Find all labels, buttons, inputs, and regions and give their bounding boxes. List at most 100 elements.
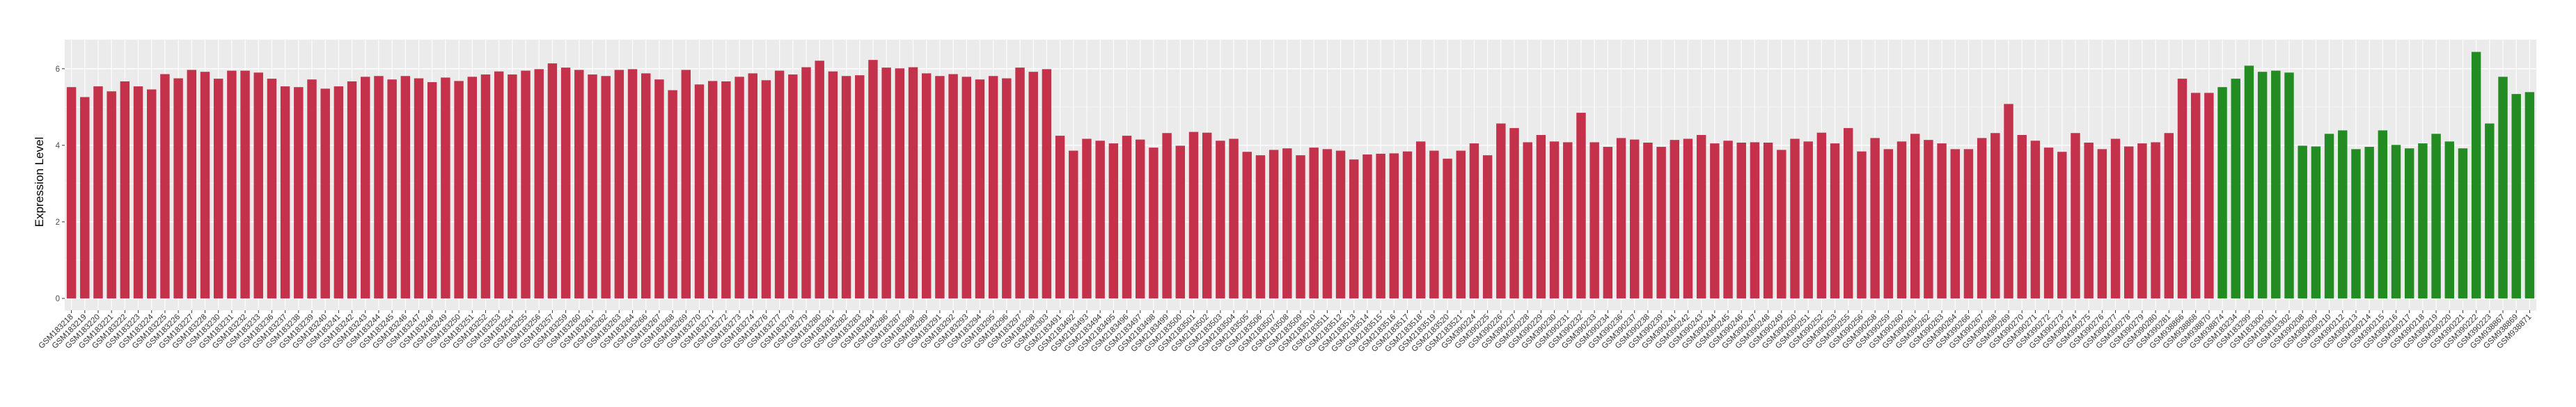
bar-GSM183299 xyxy=(2244,65,2254,298)
bar-GSM2183508 xyxy=(1282,148,1292,298)
bar-GSM183233 xyxy=(253,72,263,298)
bar-GSM183228 xyxy=(200,72,210,298)
bar-GSM390233 xyxy=(1589,142,1599,298)
bar-GSM183296 xyxy=(1002,78,1012,298)
bar-GSM183292 xyxy=(948,74,958,298)
bar-GSM2183493 xyxy=(1082,138,1092,298)
bar-GSM390259 xyxy=(1883,149,1894,298)
bar-GSM2183517 xyxy=(1402,151,1413,298)
bar-GSM183222 xyxy=(120,81,130,298)
bar-GSM183244 xyxy=(374,76,384,298)
bar-GSM183303 xyxy=(1042,69,1052,298)
bar-GSM390261 xyxy=(1910,134,1920,298)
bar-GSM183256 xyxy=(534,69,544,298)
bar-GSM390236 xyxy=(1616,138,1626,298)
bar-GSM390245 xyxy=(1723,141,1733,298)
bar-GSM2183503 xyxy=(1216,141,1225,298)
bar-GSM390243 xyxy=(1696,135,1706,298)
bar-GSM183236 xyxy=(267,79,277,298)
bar-GSM183218 xyxy=(66,87,77,298)
bar-GSM390275 xyxy=(2084,143,2094,298)
bar-GSM390218 xyxy=(2418,143,2428,298)
bar-GSM183284 xyxy=(868,60,878,298)
bar-GSM183227 xyxy=(187,70,197,298)
bar-GSM390277 xyxy=(2110,138,2121,298)
bar-GSM183301 xyxy=(2271,70,2281,298)
bar-GSM183248 xyxy=(427,82,437,298)
bar-GSM183294 xyxy=(975,79,985,298)
bar-GSM183279 xyxy=(801,67,811,298)
bar-GSM183267 xyxy=(654,79,664,298)
bar-GSM183283 xyxy=(855,75,865,298)
bar-GSM390256 xyxy=(1857,151,1867,298)
bar-GSM183237 xyxy=(280,86,290,298)
bar-GSM390234 xyxy=(1603,147,1613,298)
bar-GSM183281 xyxy=(828,71,838,298)
bar-GSM183249 xyxy=(441,77,450,298)
bar-GSM183226 xyxy=(173,78,183,298)
bar-GSM183246 xyxy=(400,76,411,298)
bar-GSM390280 xyxy=(2151,142,2160,298)
bar-GSM390232 xyxy=(1576,113,1586,298)
bar-GSM390255 xyxy=(1844,128,1853,298)
bar-GSM183257 xyxy=(547,63,558,298)
bar-GSM390269 xyxy=(2004,104,2013,298)
y-tick-label: 0 xyxy=(56,295,60,303)
bar-GSM183225 xyxy=(160,74,170,298)
bar-GSM2183498 xyxy=(1149,147,1159,298)
bar-GSM390252 xyxy=(1816,132,1827,298)
bar-GSM183263 xyxy=(614,70,625,298)
bar-GSM183254 xyxy=(508,74,517,298)
bar-GSM183287 xyxy=(895,68,905,298)
bar-GSM183268 xyxy=(668,90,677,298)
bar-GSM390224 xyxy=(1469,143,1479,298)
bar-GSM2183495 xyxy=(1108,143,1119,298)
bar-GSM2183494 xyxy=(1095,141,1105,298)
bar-GSM390214 xyxy=(2364,147,2374,298)
y-tick-label: 4 xyxy=(56,142,61,150)
bar-GSM2183518 xyxy=(1415,141,1426,298)
bar-GSM183266 xyxy=(641,73,651,298)
bar-GSM183234 xyxy=(2231,79,2240,298)
bar-GSM390247 xyxy=(1750,142,1760,298)
bar-GSM183264 xyxy=(627,69,638,298)
bar-GSM183286 xyxy=(881,67,891,298)
bar-GSM183288 xyxy=(908,67,918,298)
bars xyxy=(66,51,2535,298)
bar-GSM390239 xyxy=(1656,147,1666,298)
bar-GSM390213 xyxy=(2351,149,2361,298)
bar-GSM390217 xyxy=(2404,148,2414,298)
bar-GSM390209 xyxy=(2311,146,2321,298)
x-axis: GSM183218GSM183219GSM183220GSM183221GSM1… xyxy=(38,310,2534,353)
bar-GSM938870 xyxy=(2204,93,2214,298)
bar-GSM183224 xyxy=(147,89,157,298)
bar-GSM938874 xyxy=(2217,87,2227,298)
bar-GSM390270 xyxy=(2017,135,2027,298)
bar-GSM2183492 xyxy=(1069,150,1078,298)
bar-GSM390272 xyxy=(2043,147,2054,298)
bar-GSM390225 xyxy=(1482,155,1493,298)
bar-GSM183280 xyxy=(815,61,824,298)
bar-GSM183252 xyxy=(480,74,491,298)
bar-GSM183223 xyxy=(133,86,143,298)
bar-GSM183261 xyxy=(588,74,597,298)
bar-GSM390229 xyxy=(1536,135,1546,298)
bar-GSM2183510 xyxy=(1309,147,1319,298)
bar-GSM183240 xyxy=(320,88,330,298)
bar-GSM390248 xyxy=(1763,143,1773,298)
bar-GSM938871 xyxy=(2524,92,2535,298)
bar-GSM2183516 xyxy=(1389,153,1399,298)
bar-GSM183253 xyxy=(494,71,504,298)
bar-GSM390238 xyxy=(1643,143,1653,298)
bar-GSM390278 xyxy=(2124,146,2134,298)
bar-GSM183230 xyxy=(213,79,223,298)
bar-GSM2183512 xyxy=(1335,150,1346,298)
bar-GSM390244 xyxy=(1710,143,1720,298)
bar-GSM390227 xyxy=(1509,128,1519,298)
bar-GSM390230 xyxy=(1549,141,1560,298)
bar-GSM183270 xyxy=(694,84,705,298)
bar-GSM183231 xyxy=(227,70,237,298)
bar-GSM390263 xyxy=(1937,143,1947,298)
bar-GSM183255 xyxy=(521,70,531,298)
